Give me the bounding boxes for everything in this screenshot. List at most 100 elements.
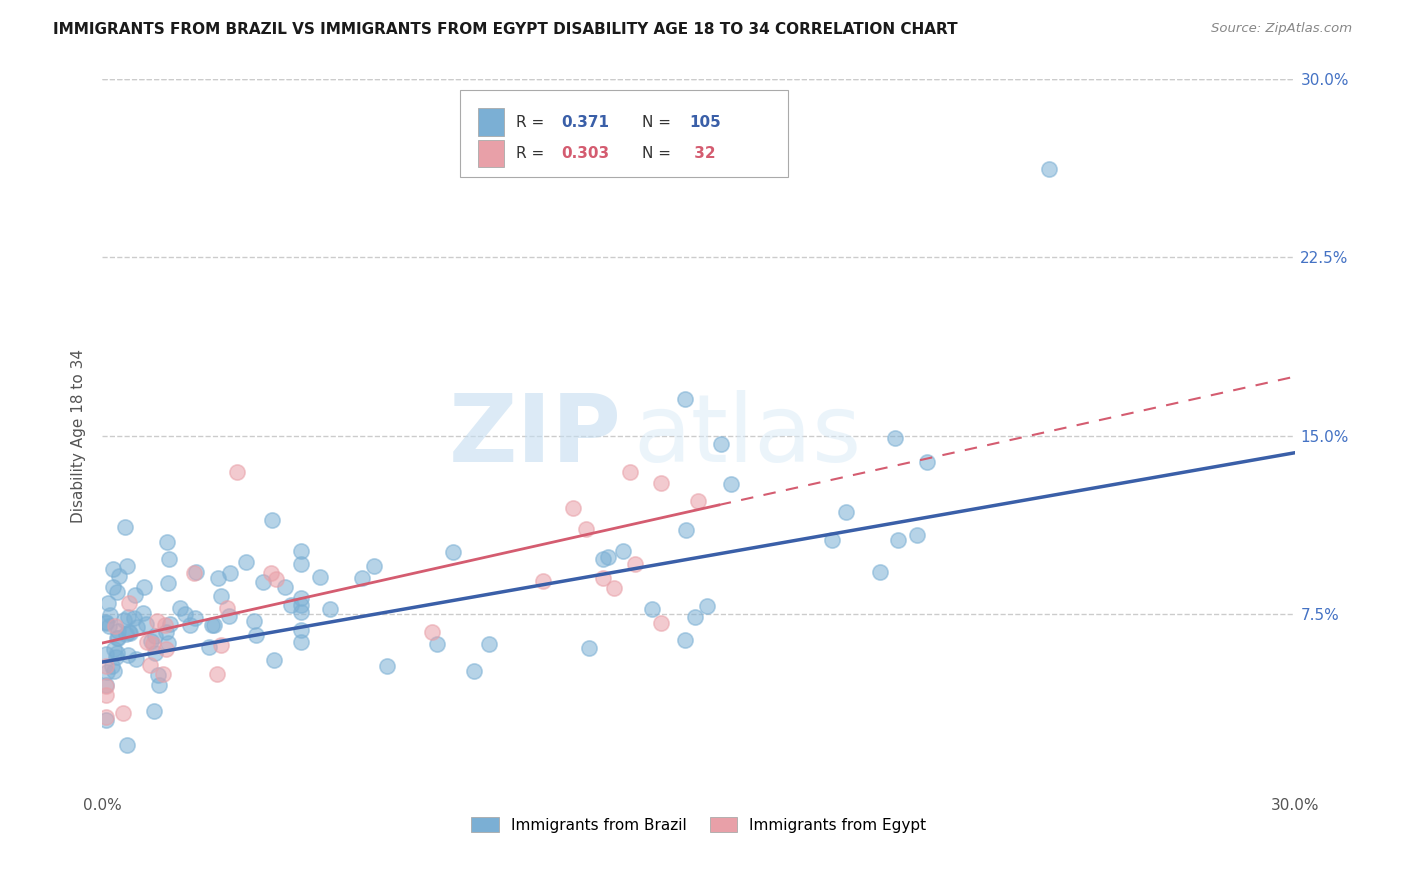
Point	[245, 627, 267, 641]
Point	[96, 713, 118, 727]
Point	[592, 571, 614, 585]
Point	[650, 476, 672, 491]
Y-axis label: Disability Age 18 to 34: Disability Age 18 to 34	[72, 349, 86, 523]
Point	[96, 678, 118, 692]
Point	[184, 611, 207, 625]
Point	[420, 625, 443, 640]
Point	[103, 665, 125, 679]
Text: 32: 32	[689, 145, 716, 161]
Point	[112, 706, 135, 721]
Point	[169, 601, 191, 615]
Point	[207, 571, 229, 585]
Point	[1038, 162, 1060, 177]
Point	[280, 598, 302, 612]
Point	[209, 638, 232, 652]
Point	[104, 650, 127, 665]
Point	[603, 581, 626, 595]
Point	[156, 575, 179, 590]
Text: IMMIGRANTS FROM BRAZIL VS IMMIGRANTS FROM EGYPT DISABILITY AGE 18 TO 34 CORRELAT: IMMIGRANTS FROM BRAZIL VS IMMIGRANTS FRO…	[53, 22, 957, 37]
Point	[96, 709, 118, 723]
Point	[235, 555, 257, 569]
Point	[596, 549, 619, 564]
Text: 105: 105	[689, 114, 721, 129]
Point	[720, 477, 742, 491]
Point	[132, 580, 155, 594]
Point	[145, 646, 167, 660]
Point	[125, 652, 148, 666]
Point	[114, 627, 136, 641]
Point	[202, 618, 225, 632]
Point	[201, 617, 224, 632]
Point	[290, 605, 312, 619]
Point	[96, 659, 118, 673]
Point	[290, 591, 312, 605]
Point	[96, 615, 118, 629]
Point	[96, 688, 118, 702]
Point	[118, 624, 141, 639]
Point	[309, 570, 332, 584]
Point	[107, 631, 129, 645]
Point	[260, 513, 283, 527]
Point	[117, 648, 139, 662]
Point	[531, 574, 554, 589]
Point	[219, 566, 242, 580]
Point	[650, 616, 672, 631]
Point	[156, 534, 179, 549]
Point	[117, 609, 139, 624]
Point	[114, 520, 136, 534]
Point	[142, 704, 165, 718]
Point	[112, 614, 135, 628]
Point	[155, 625, 177, 640]
Point	[612, 544, 634, 558]
Point	[97, 618, 120, 632]
Point	[142, 637, 165, 651]
Point	[225, 465, 247, 479]
Point	[675, 523, 697, 537]
Point	[209, 589, 232, 603]
Point	[108, 569, 131, 583]
Point	[141, 633, 163, 648]
Point	[350, 571, 373, 585]
Point	[290, 623, 312, 637]
Point	[198, 640, 221, 654]
Point	[673, 392, 696, 406]
Text: N =: N =	[641, 145, 675, 161]
Point	[688, 493, 710, 508]
Point	[710, 436, 733, 450]
Point	[124, 588, 146, 602]
Point	[290, 544, 312, 558]
Point	[205, 667, 228, 681]
Point	[884, 431, 907, 445]
Point	[179, 618, 201, 632]
Point	[96, 647, 118, 661]
Point	[217, 600, 239, 615]
Point	[624, 557, 647, 571]
Point	[426, 637, 449, 651]
Point	[835, 505, 858, 519]
Point	[478, 637, 501, 651]
Point	[821, 533, 844, 547]
Text: R =: R =	[516, 114, 550, 129]
Point	[183, 566, 205, 580]
Point	[148, 668, 170, 682]
Point	[915, 455, 938, 469]
Point	[463, 664, 485, 678]
Text: ZIP: ZIP	[449, 390, 621, 482]
Point	[115, 559, 138, 574]
Point	[887, 533, 910, 547]
Text: atlas: atlas	[633, 390, 862, 482]
Point	[103, 641, 125, 656]
Point	[242, 614, 264, 628]
Text: Source: ZipAtlas.com: Source: ZipAtlas.com	[1212, 22, 1353, 36]
FancyBboxPatch shape	[460, 90, 789, 177]
Point	[122, 611, 145, 625]
Point	[148, 678, 170, 692]
Point	[143, 629, 166, 643]
Point	[578, 641, 600, 656]
Point	[117, 596, 139, 610]
Point	[869, 565, 891, 579]
Point	[264, 573, 287, 587]
Point	[252, 575, 274, 590]
Point	[260, 566, 283, 580]
Text: R =: R =	[516, 145, 550, 161]
